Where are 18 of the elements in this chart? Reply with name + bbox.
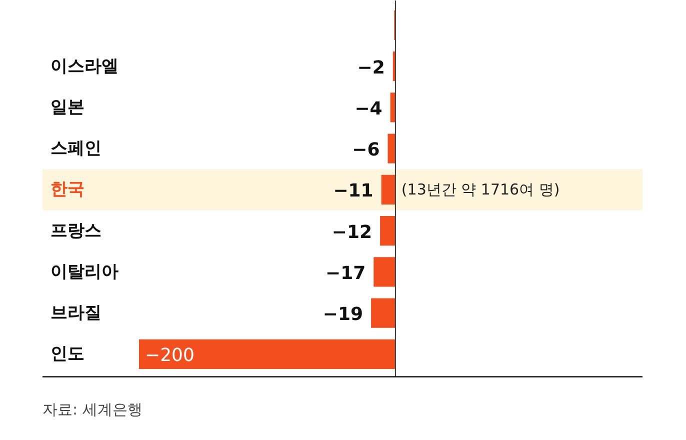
data-label: −17 (326, 262, 366, 284)
annotation: (13년간 약 1716여 명) (401, 180, 560, 199)
text: 자료: 세계은행 (42, 400, 142, 419)
y-tick-label: 이탈리아 (50, 262, 118, 282)
y-tick-label: 프랑스 (50, 220, 102, 241)
y-tick-label: 브라질 (50, 303, 102, 324)
y-tick-label: 한국 (50, 180, 84, 200)
data-label: −2 (357, 57, 385, 78)
y-tick-label: 인도 (50, 344, 84, 364)
data-label: −19 (322, 304, 364, 326)
y-tick-label: 스페인 (50, 138, 102, 159)
y-tick-label: 이스라엘 (50, 56, 118, 76)
data-label: −200 (144, 345, 194, 366)
y-tick-label: 일본 (50, 97, 84, 118)
data-label: −11 (333, 180, 374, 202)
data-label: −6 (352, 140, 380, 161)
data-label: −12 (332, 222, 372, 243)
data-label: −4 (354, 98, 382, 120)
